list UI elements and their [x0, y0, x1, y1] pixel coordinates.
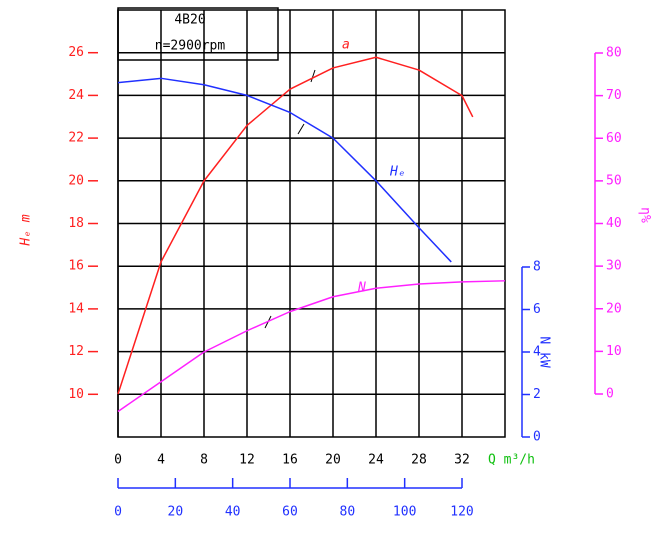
curve-label: a: [342, 38, 350, 53]
y3-tick-label: 0: [533, 430, 541, 445]
x2-tick-label: 80: [340, 505, 356, 520]
y-tick-label: 24: [68, 88, 84, 103]
y2-tick-label: 60: [606, 131, 622, 146]
y2-tick-label: 20: [606, 301, 622, 316]
curve-label: N: [357, 281, 366, 296]
curve-label: Hₑ: [389, 165, 406, 180]
y2-tick-label: 70: [606, 88, 622, 103]
y2-axis-label: η%: [638, 207, 653, 223]
y2-tick-label: 30: [606, 259, 622, 274]
x-tick-label: 12: [239, 453, 255, 468]
x-tick-label: 4: [157, 453, 165, 468]
x-tick-label: 24: [368, 453, 384, 468]
x2-tick-label: 0: [114, 505, 122, 520]
x2-tick-label: 120: [450, 505, 473, 520]
y3-axis-label: N kW: [537, 336, 552, 367]
x2-tick-label: 100: [393, 505, 416, 520]
y2-tick-label: 50: [606, 173, 622, 188]
y-axis-label: Hₑ m: [19, 214, 34, 246]
y3-tick-label: 8: [533, 260, 541, 275]
y2-tick-label: 10: [606, 344, 622, 359]
y-tick-label: 26: [68, 45, 84, 60]
x-tick-label: 28: [411, 453, 427, 468]
x-tick-label: 20: [325, 453, 341, 468]
y-tick-label: 20: [68, 173, 84, 188]
x-tick-label: 16: [282, 453, 298, 468]
y2-tick-label: 0: [606, 387, 614, 402]
curve: [117, 77, 452, 263]
y-tick-label: 12: [68, 344, 84, 359]
y-tick-label: 10: [68, 387, 84, 402]
x-tick-label: 8: [200, 453, 208, 468]
y-tick-label: 14: [68, 301, 84, 316]
x2-tick-label: 20: [168, 505, 184, 520]
y3-tick-label: 6: [533, 302, 541, 317]
plot-frame: [117, 9, 506, 438]
y2-tick-label: 80: [606, 46, 622, 61]
curve-tick: [297, 123, 305, 135]
y-tick-label: 16: [68, 259, 84, 274]
x2-tick-label: 40: [225, 505, 241, 520]
y2-tick-label: 40: [606, 216, 622, 231]
x2-tick-label: 60: [282, 505, 298, 520]
y-tick-label: 18: [68, 216, 84, 231]
x-tick-label: 0: [114, 453, 122, 468]
x-axis-label: Q m³/h: [488, 453, 535, 468]
chart-subtitle: n=2900rpm: [155, 39, 226, 54]
y3-tick-label: 4: [533, 345, 541, 360]
y3-tick-label: 2: [533, 387, 541, 402]
chart-title: 4B20: [174, 13, 205, 28]
y-tick-label: 22: [68, 131, 84, 146]
curve: [117, 280, 506, 413]
title-box: [117, 7, 279, 61]
curve-tick: [310, 69, 316, 83]
curve: [117, 56, 474, 395]
x-tick-label: 32: [454, 453, 470, 468]
